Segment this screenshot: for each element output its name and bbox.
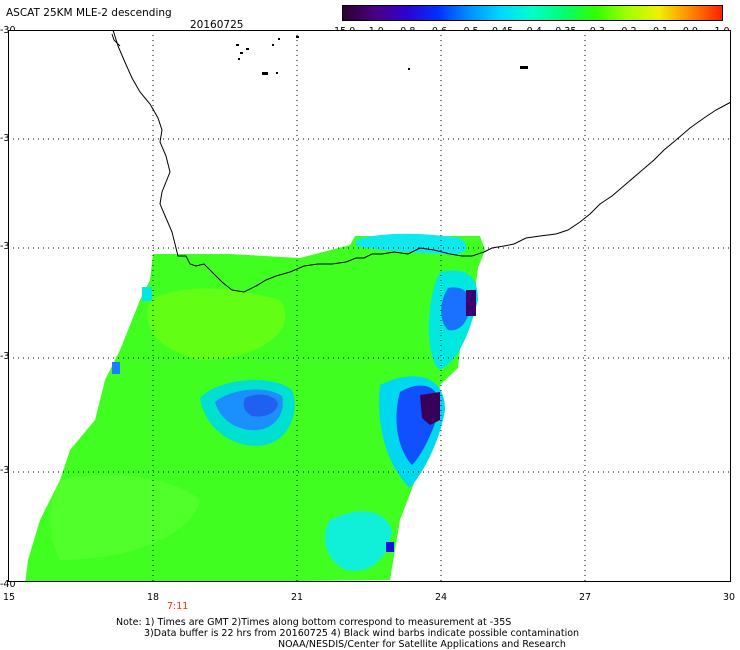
pass-time-label: 7:11 — [167, 601, 189, 612]
map-border — [8, 30, 731, 582]
graticule — [8, 30, 731, 582]
x-tick-label: 24 — [434, 592, 448, 603]
product-title: ASCAT 25KM MLE-2 descending — [6, 7, 172, 19]
swath-blue-area — [441, 287, 471, 331]
x-tick-label: 18 — [146, 592, 160, 603]
x-tick-label: 27 — [578, 592, 592, 603]
map-panel — [8, 30, 731, 582]
y-tick-label: -34 — [0, 241, 16, 252]
y-tick-label: -40 — [0, 579, 16, 590]
y-tick-label: -32 — [0, 133, 16, 144]
x-tick-label: 15 — [2, 592, 16, 603]
wind-swath — [25, 233, 485, 582]
swath-purple-area — [466, 290, 476, 316]
swath-blue-core — [243, 394, 278, 417]
footnote-line-2: 3)Data buffer is 22 hrs from 20160725 4)… — [144, 628, 580, 639]
swath-cyan-area — [356, 233, 467, 255]
swath-blue-area — [386, 542, 394, 552]
y-tick-label: -30 — [0, 25, 16, 36]
swath-blue-area — [112, 362, 120, 374]
swath-tint-area — [147, 288, 286, 360]
footnote-line-1: Note: 1) Times are GMT 2)Times along bot… — [116, 617, 512, 628]
coastline — [111, 30, 731, 293]
product-date: 20160725 — [190, 19, 244, 31]
y-tick-label: -36 — [0, 351, 16, 362]
x-tick-label: 21 — [290, 592, 304, 603]
y-tick-label: -38 — [0, 465, 16, 476]
swath-cyan-area — [325, 511, 392, 571]
swath-purple-area — [420, 392, 440, 425]
island-marks — [236, 36, 528, 75]
x-tick-label: 30 — [722, 592, 736, 603]
swath-cyan-area — [142, 287, 152, 301]
swath-tint-area — [50, 475, 200, 560]
footnote-line-3: NOAA/NESDIS/Center for Satellite Applica… — [278, 639, 566, 650]
color-scale-bar — [342, 5, 723, 21]
